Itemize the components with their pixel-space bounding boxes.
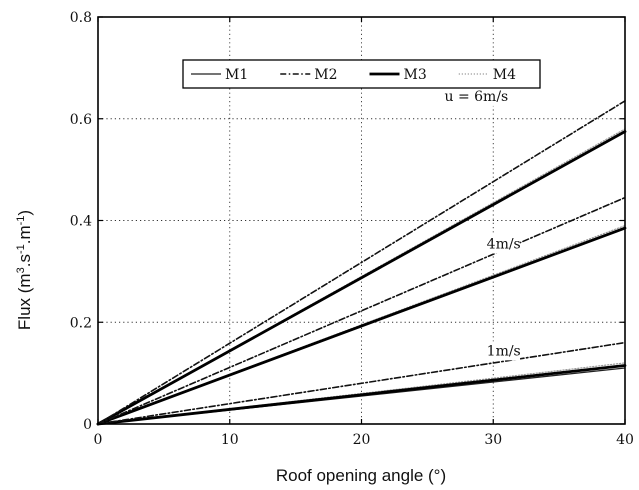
annotation-label: 1m/s bbox=[487, 343, 521, 359]
x-tick-label: 40 bbox=[616, 432, 634, 448]
y-axis-label-end: ) bbox=[15, 210, 34, 216]
axis-ticks: 0 10 20 30 40 0 0.2 0.4 0.6 0.8 bbox=[70, 10, 634, 448]
series-line-m3-4m-s bbox=[96, 226, 627, 426]
annotation-background bbox=[483, 341, 521, 361]
y-axis-label-main: Flux (m bbox=[15, 273, 34, 330]
x-tick-label: 0 bbox=[94, 432, 103, 448]
legend-label-m3: M3 bbox=[404, 67, 427, 83]
y-axis-label-mid1: .s bbox=[15, 254, 34, 267]
x-tick-label: 30 bbox=[484, 432, 502, 448]
y-axis-label-sup2: -1 bbox=[15, 244, 27, 254]
y-tick-label: 0.2 bbox=[70, 315, 92, 331]
y-axis-label-mid2: .m bbox=[15, 225, 34, 244]
annotation-label: 4m/s bbox=[487, 236, 521, 252]
series-line-m2-u-6m-s bbox=[97, 100, 626, 425]
y-tick-label: 0.6 bbox=[70, 112, 92, 128]
y-axis-label-sup1: 3 bbox=[15, 267, 27, 273]
series-lines bbox=[96, 100, 627, 426]
x-tick-label: 10 bbox=[221, 432, 239, 448]
legend-label-m4: M4 bbox=[493, 67, 516, 83]
legend-label-m1: M1 bbox=[225, 67, 248, 83]
x-tick-label: 20 bbox=[353, 432, 371, 448]
legend-label-m2: M2 bbox=[314, 67, 337, 83]
x-axis-label: Roof opening angle (°) bbox=[276, 466, 446, 485]
annotation-label: u = 6m/s bbox=[445, 89, 509, 105]
y-tick-label: 0.4 bbox=[70, 214, 92, 230]
y-axis-label-sup3: -1 bbox=[15, 216, 27, 226]
annotation-background bbox=[441, 86, 509, 106]
series-line-m2-1m-s bbox=[97, 341, 626, 425]
series-line-m2-4m-s bbox=[97, 196, 626, 425]
y-tick-label: 0.8 bbox=[70, 10, 92, 26]
annotations: u = 6m/s 4m/s 1m/s bbox=[441, 86, 521, 361]
annotation-background bbox=[483, 234, 521, 254]
y-axis-label: Flux (m3.s-1.m-1) bbox=[15, 210, 34, 330]
y-tick-label: 0 bbox=[83, 417, 92, 433]
series-line-m3-1m-s bbox=[96, 364, 627, 426]
legend: M1 M2 M3 M4 bbox=[182, 59, 541, 89]
series-line-m3-u-6m-s bbox=[96, 130, 627, 426]
